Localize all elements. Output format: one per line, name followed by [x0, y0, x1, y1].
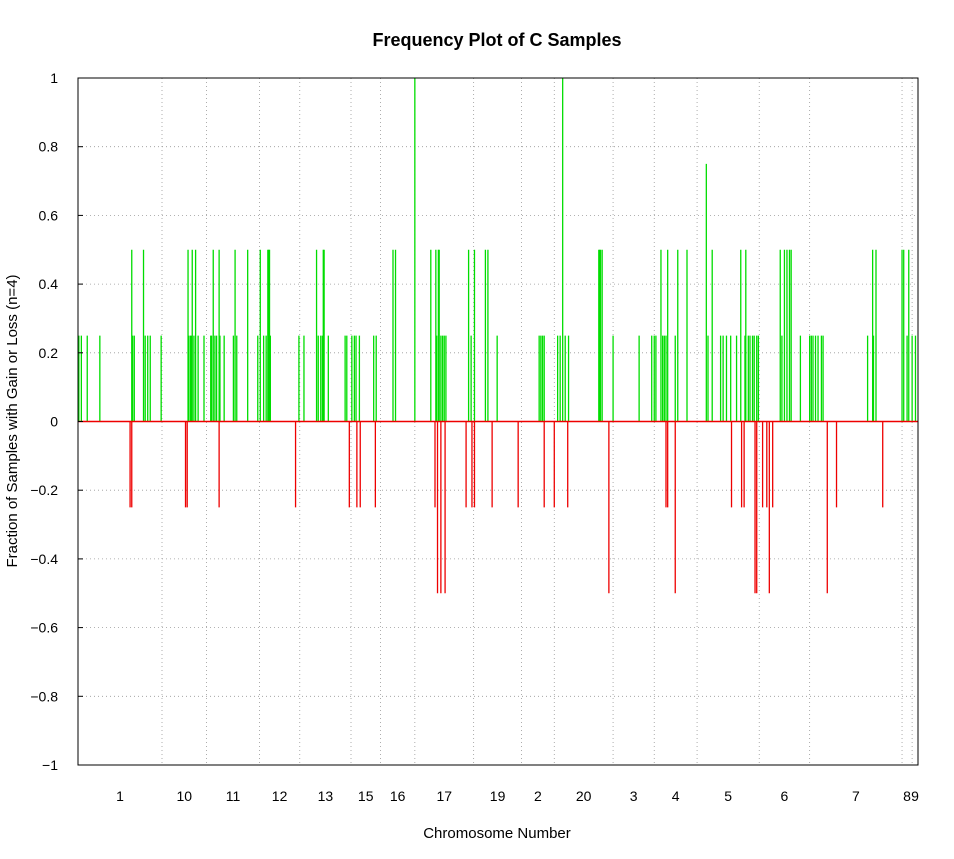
y-tick-label: −0.2	[30, 482, 58, 498]
y-tick-label: 0.2	[39, 345, 59, 361]
y-tick-label: −1	[42, 757, 58, 773]
x-tick-label: 12	[272, 788, 288, 804]
x-tick-label: 17	[436, 788, 452, 804]
x-tick-labels: 1 10 11 12 13 15 16 17 19 2 20 3 4 5 6 7 8 9	[116, 788, 919, 804]
x-tick-label: 20	[576, 788, 592, 804]
x-tick-label: 11	[226, 788, 241, 804]
x-tick-label: 6	[781, 788, 789, 804]
x-tick-label: 16	[390, 788, 406, 804]
y-tick-label: 1	[50, 70, 58, 86]
x-tick-label: 3	[630, 788, 638, 804]
y-tick-label: 0.8	[39, 139, 59, 155]
x-tick-label: 2	[534, 788, 542, 804]
x-tick-label: 15	[358, 788, 374, 804]
bars-layer	[78, 78, 917, 594]
y-tick-label: 0.4	[39, 276, 59, 292]
y-tick-labels: 1 0.8 0.6 0.4 0.2 0 −0.2 −0.4 −0.6 −0.8 −1	[30, 70, 83, 773]
x-tick-label: 9	[911, 788, 919, 804]
y-tick-label: 0.6	[39, 207, 59, 223]
x-tick-label: 10	[176, 788, 192, 804]
x-tick-label: 1	[116, 788, 124, 804]
x-tick-label: 13	[318, 788, 334, 804]
chart-title: Frequency Plot of C Samples	[372, 30, 621, 50]
x-tick-label: 19	[490, 788, 506, 804]
x-tick-label: 5	[724, 788, 732, 804]
x-tick-label: 7	[852, 788, 860, 804]
y-tick-label: −0.4	[30, 551, 58, 567]
y-tick-label: −0.8	[30, 688, 58, 704]
x-tick-label: 4	[672, 788, 680, 804]
y-axis-label: Fraction of Samples with Gain or Loss (n…	[4, 274, 21, 567]
x-tick-label: 8	[903, 788, 911, 804]
y-tick-label: 0	[50, 414, 58, 430]
x-axis-label: Chromosome Number	[423, 825, 571, 842]
y-tick-label: −0.6	[30, 620, 58, 636]
